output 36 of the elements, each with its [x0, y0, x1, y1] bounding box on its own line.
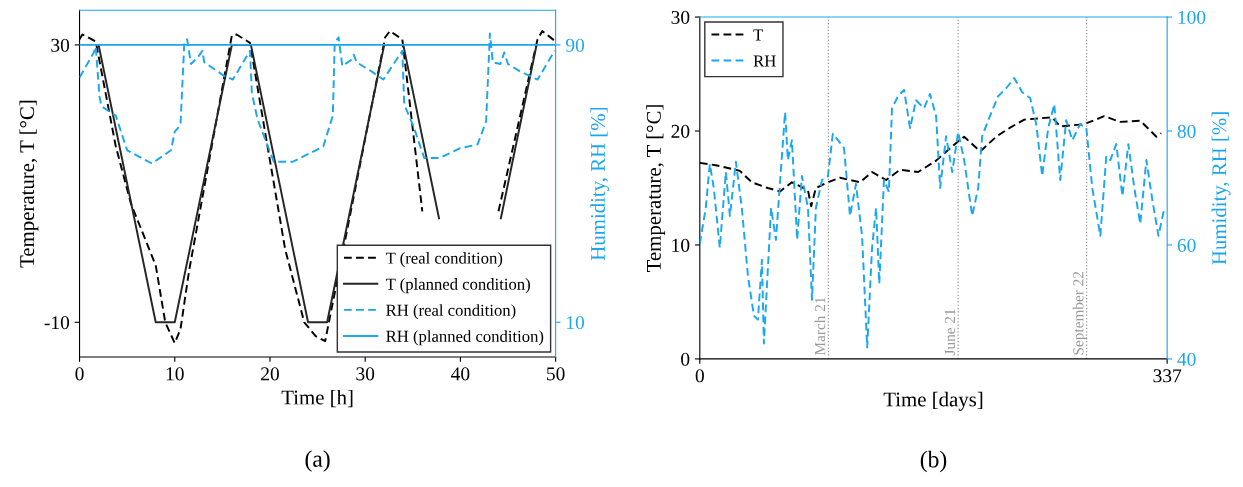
y-tick-label: -10	[44, 316, 70, 330]
y2-tick-label: 10	[567, 316, 585, 330]
x-tick-label: 0	[695, 369, 704, 383]
y-axis-title: Temperature, T [°C]	[19, 100, 39, 268]
legend-label: T	[753, 29, 764, 41]
legend-label: T (real condition)	[385, 252, 503, 268]
y2-tick-label: 40	[1177, 352, 1196, 366]
text: (b)	[920, 450, 947, 473]
y-tick-label: 20	[671, 124, 690, 138]
y-tick-label: 30	[671, 10, 690, 24]
text: (a)	[305, 450, 330, 472]
y-tick-label: 10	[672, 238, 690, 252]
y2-tick-label: 100	[1178, 10, 1206, 24]
y2-tick-label: 80	[1177, 124, 1196, 138]
ref-line-label: March 21	[814, 297, 826, 356]
legend-label: RH (real condition)	[386, 304, 516, 320]
ref-line-label: September 22	[1072, 271, 1087, 355]
legend-label: RH	[753, 55, 776, 67]
ref-line-label: June 21	[944, 309, 956, 356]
y-axis-title: Temperature, T [°C]	[646, 105, 666, 272]
y2-tick-label: 60	[1177, 238, 1196, 252]
legend-label: RH (planned condition)	[386, 330, 544, 346]
x-axis-title: Time [h]	[281, 389, 353, 408]
x-tick-label: 20	[261, 367, 279, 381]
y-tick-label: 0	[681, 352, 690, 366]
x-tick-label: 30	[356, 367, 375, 381]
x-tick-label: 50	[547, 367, 565, 381]
x-tick-label: 337	[1153, 369, 1182, 383]
x-tick-label: 10	[166, 367, 184, 381]
x-tick-label: 0	[75, 367, 84, 381]
legend-label: T (planned condition)	[385, 278, 530, 294]
x-tick-label: 40	[451, 367, 470, 381]
x-axis-title: Time [days]	[883, 391, 983, 411]
y2-axis-title: Humidity, RH [%]	[1211, 112, 1231, 265]
y2-axis-title: Humidity, RH [%]	[590, 107, 610, 261]
y2-tick-label: 90	[565, 38, 585, 52]
